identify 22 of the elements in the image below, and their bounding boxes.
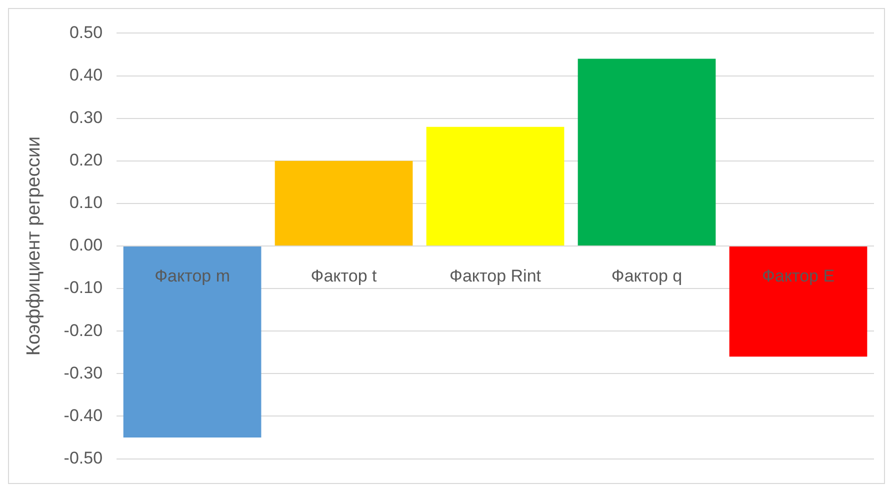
y-tick-label: 0.40 [69, 65, 103, 84]
bar [274, 160, 413, 246]
x-tick-label: Фактор m [154, 266, 230, 286]
bar [123, 246, 262, 438]
bar [729, 246, 868, 357]
y-tick-label: 0.50 [69, 22, 103, 42]
y-tick-label: 0.10 [69, 193, 103, 212]
bar [578, 58, 716, 246]
y-axis-title: Коэффициент регрессии [24, 136, 45, 356]
y-tick-label: 0.00 [69, 236, 103, 255]
bar [426, 126, 564, 246]
y-tick-label: -0.10 [64, 278, 103, 298]
x-tick-label: Фактор t [310, 266, 378, 286]
y-tick-label: -0.40 [64, 406, 103, 425]
x-tick-label: Фактор E [762, 266, 835, 286]
x-tick-label: Фактор q [611, 266, 682, 286]
y-tick-label: -0.50 [64, 448, 103, 468]
x-tick-label: Фактор Rint [450, 266, 542, 286]
y-tick-label: 0.20 [69, 150, 103, 170]
y-tick-label: -0.20 [64, 320, 103, 340]
y-tick-label: 0.30 [69, 108, 103, 128]
y-tick-label: -0.30 [64, 363, 103, 382]
